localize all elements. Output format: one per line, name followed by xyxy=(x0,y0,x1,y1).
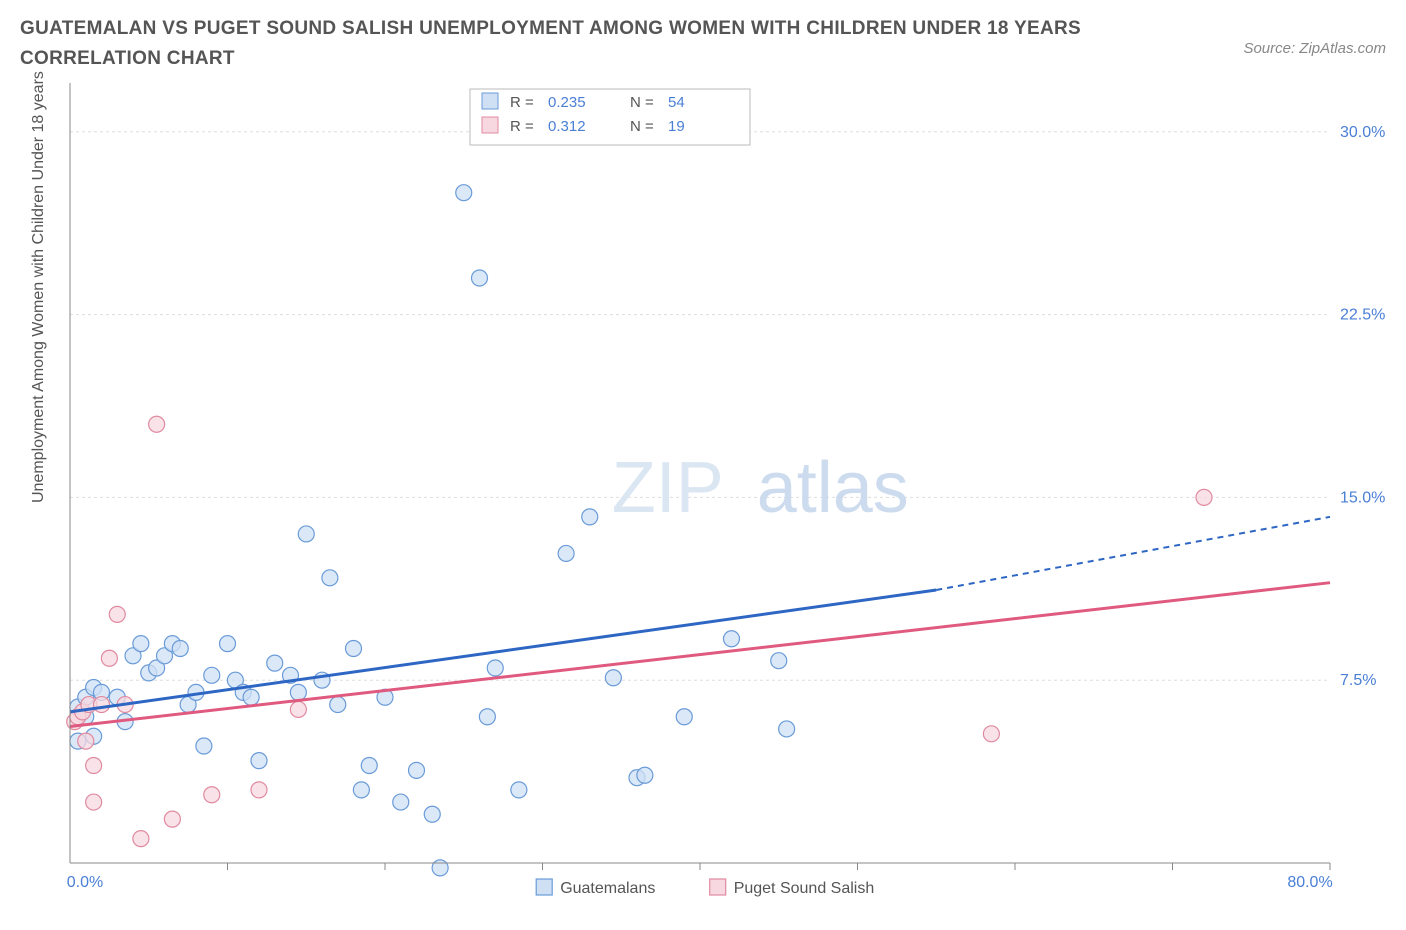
legend-r-label: R = xyxy=(510,118,534,135)
y-tick-label: 7.5% xyxy=(1340,672,1376,689)
correlation-scatter-chart: 30.0% 22.5% 15.0% 7.5% ZIP atlas 0.0% 80.0% R = 0… xyxy=(20,83,1386,913)
source-attribution: Source: ZipAtlas.com xyxy=(1243,40,1386,57)
legend-swatch xyxy=(482,117,498,133)
y-tick-label: 30.0% xyxy=(1340,124,1385,141)
scatter-point xyxy=(86,757,102,773)
scatter-point xyxy=(582,509,598,525)
x-start-label: 0.0% xyxy=(67,874,103,891)
trend-line-extrapolated xyxy=(936,517,1330,590)
scatter-point xyxy=(78,733,94,749)
scatter-point xyxy=(558,545,574,561)
watermark-atlas: atlas xyxy=(757,448,909,528)
legend-swatch xyxy=(710,879,726,895)
scatter-point xyxy=(361,757,377,773)
scatter-point xyxy=(251,752,267,768)
legend-n-value: 19 xyxy=(668,118,685,135)
scatter-point xyxy=(771,652,787,668)
scatter-point xyxy=(243,689,259,705)
scatter-point xyxy=(353,782,369,798)
scatter-point xyxy=(94,696,110,712)
scatter-point xyxy=(724,631,740,647)
watermark-zip: ZIP xyxy=(612,448,724,528)
y-tick-label: 15.0% xyxy=(1340,489,1385,506)
legend-r-label: R = xyxy=(510,94,534,111)
scatter-point xyxy=(204,787,220,803)
legend-swatch xyxy=(482,93,498,109)
scatter-point xyxy=(393,794,409,810)
scatter-point xyxy=(267,655,283,671)
scatter-point xyxy=(330,696,346,712)
scatter-point xyxy=(456,184,472,200)
legend-series-label: Puget Sound Salish xyxy=(734,880,875,897)
scatter-point xyxy=(251,782,267,798)
scatter-point xyxy=(164,811,180,827)
scatter-point xyxy=(511,782,527,798)
scatter-point xyxy=(409,762,425,778)
scatter-point xyxy=(204,667,220,683)
scatter-point xyxy=(133,830,149,846)
chart-title: GUATEMALAN VS PUGET SOUND SALISH UNEMPLO… xyxy=(20,14,1120,75)
scatter-point xyxy=(479,709,495,725)
legend-swatch xyxy=(536,879,552,895)
scatter-point xyxy=(101,650,117,666)
scatter-point xyxy=(983,726,999,742)
scatter-point xyxy=(676,709,692,725)
scatter-point xyxy=(196,738,212,754)
scatter-point xyxy=(637,767,653,783)
scatter-point xyxy=(298,526,314,542)
scatter-point xyxy=(172,640,188,656)
scatter-point xyxy=(432,860,448,876)
scatter-point xyxy=(86,794,102,810)
legend-n-label: N = xyxy=(630,118,654,135)
legend-series-label: Guatemalans xyxy=(560,880,655,897)
scatter-point xyxy=(109,606,125,622)
scatter-point xyxy=(424,806,440,822)
legend-r-value: 0.235 xyxy=(548,94,586,111)
legend-r-value: 0.312 xyxy=(548,118,586,135)
scatter-point xyxy=(149,416,165,432)
legend-n-label: N = xyxy=(630,94,654,111)
y-axis-label: Unemployment Among Women with Children U… xyxy=(30,71,48,503)
scatter-point xyxy=(779,721,795,737)
scatter-point xyxy=(605,670,621,686)
scatter-point xyxy=(220,635,236,651)
scatter-point xyxy=(290,701,306,717)
scatter-point xyxy=(290,684,306,700)
trend-line xyxy=(70,582,1330,726)
y-tick-label: 22.5% xyxy=(1340,306,1385,323)
legend-series: Guatemalans Puget Sound Salish xyxy=(536,879,874,897)
scatter-point xyxy=(487,660,503,676)
scatter-point xyxy=(472,270,488,286)
scatter-point xyxy=(133,635,149,651)
scatter-point xyxy=(1196,489,1212,505)
x-end-label: 80.0% xyxy=(1287,874,1332,891)
legend-n-value: 54 xyxy=(668,94,685,111)
scatter-point xyxy=(322,570,338,586)
scatter-point xyxy=(346,640,362,656)
trend-line xyxy=(70,590,936,712)
